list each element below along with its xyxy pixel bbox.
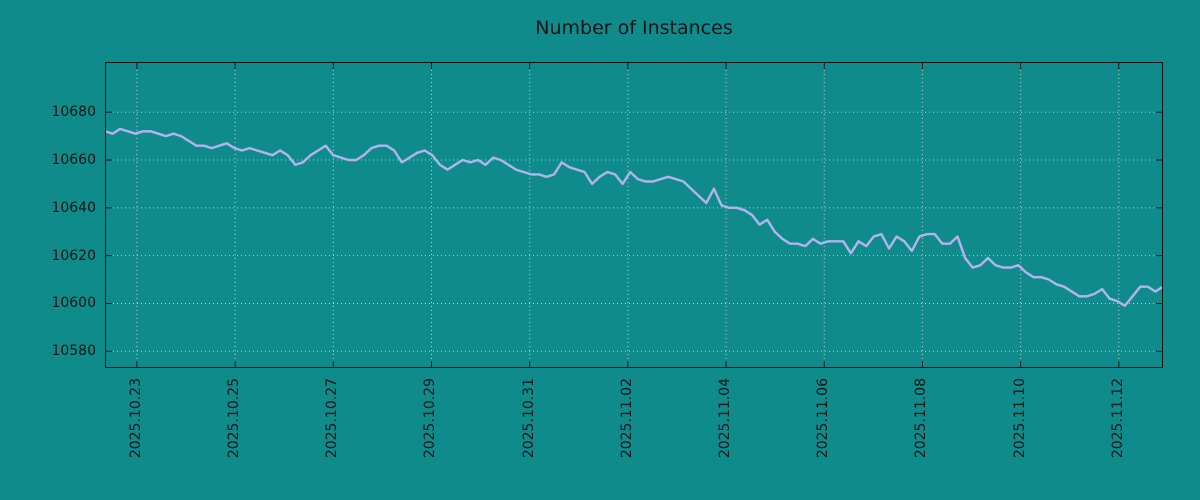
y-tick-label: 10680 [51,104,96,121]
x-tick-label: 2025.10.25 [226,378,243,459]
plot-border [105,62,1163,368]
data-series-line [105,127,1163,308]
y-tick-label: 10620 [51,247,96,264]
x-tick-label: 2025.10.23 [127,378,144,459]
y-tick-label: 10660 [51,152,96,169]
x-tick-label: 2025.11.08 [913,378,930,459]
x-tick-label: 2025.11.02 [618,378,635,459]
x-tick-label: 2025.10.29 [422,378,439,459]
line-plot [105,62,1163,368]
plot-area [105,62,1163,368]
x-tick-label: 2025.11.10 [1011,378,1028,459]
y-tick-label: 10600 [51,295,96,312]
y-tick-label: 10580 [51,343,96,360]
chart-title: Number of Instances [535,17,733,39]
x-tick-label: 2025.11.12 [1109,378,1126,459]
x-tick-label: 2025.11.06 [815,378,832,459]
x-tick-label: 2025.10.31 [520,378,537,459]
y-tick-label: 10640 [51,199,96,216]
x-tick-label: 2025.10.27 [324,378,341,459]
x-tick-label: 2025.11.04 [717,378,734,459]
